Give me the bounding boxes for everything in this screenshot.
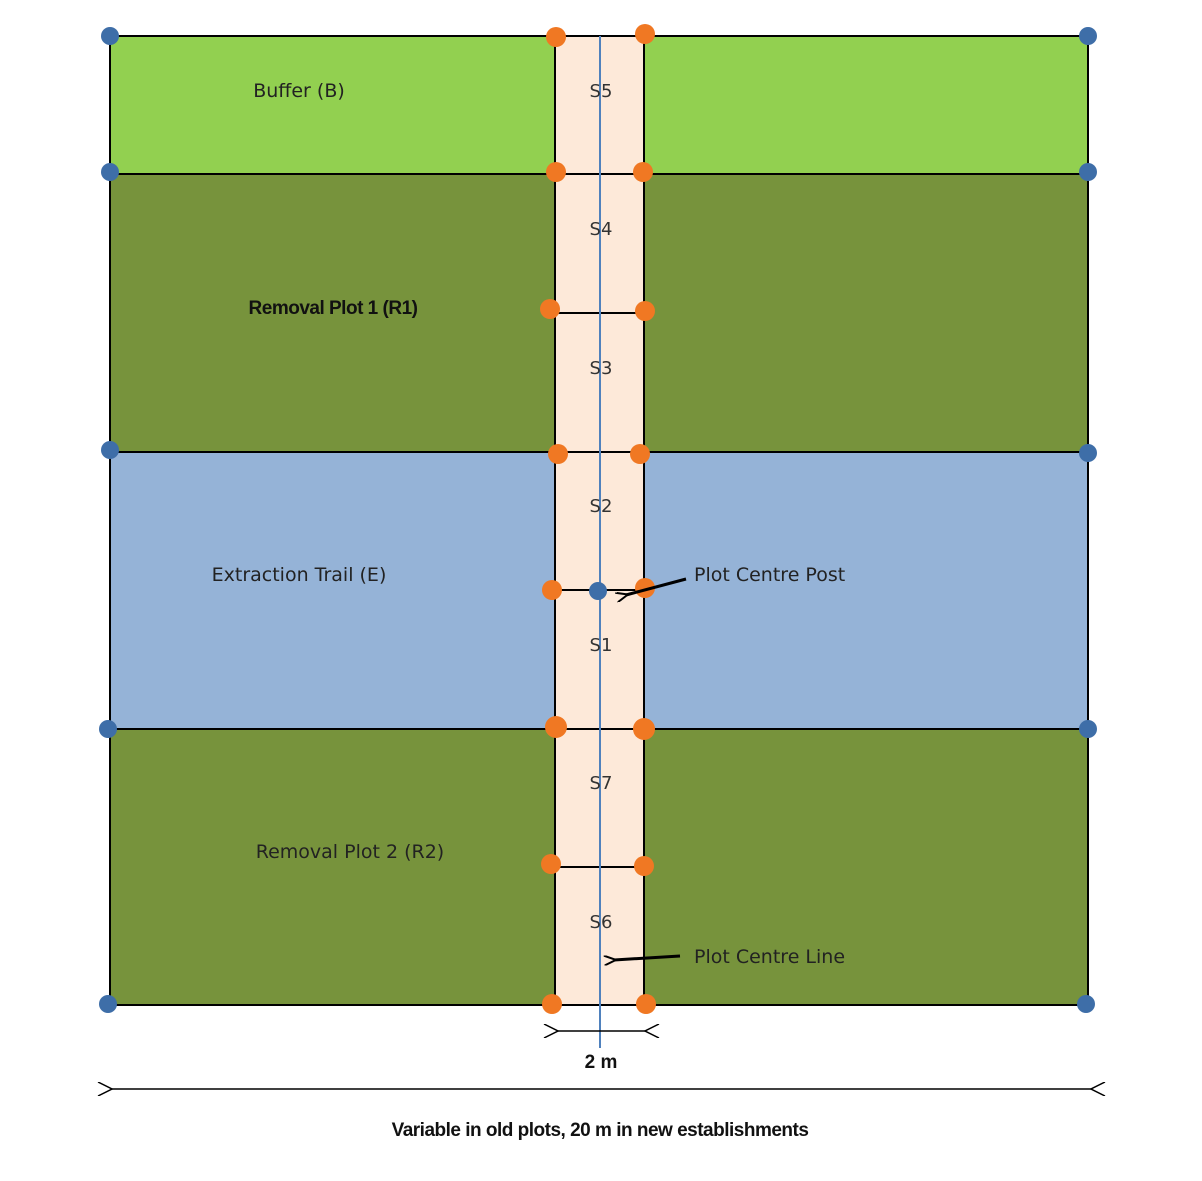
- strip-marker: [633, 162, 653, 182]
- corner-marker: [1079, 163, 1097, 181]
- strip-marker: [545, 716, 567, 738]
- subplot-label-s7: S7: [590, 773, 613, 794]
- corner-marker: [99, 720, 117, 738]
- subplot-label-s1: S1: [590, 635, 613, 656]
- corner-marker: [101, 27, 119, 45]
- corner-marker: [1079, 444, 1097, 462]
- strip-marker: [633, 718, 655, 740]
- corner-marker: [1077, 995, 1095, 1013]
- corner-marker: [101, 163, 119, 181]
- strip-marker: [635, 578, 655, 598]
- strip-marker: [546, 27, 566, 47]
- corner-marker: [101, 441, 119, 459]
- zone-label-extraction-trail: Extraction Trail (E): [212, 564, 387, 586]
- subplot-label-s6: S6: [590, 912, 613, 933]
- annotation-plot-centre-post: Plot Centre Post: [694, 564, 845, 586]
- corner-markers: [99, 27, 1097, 1013]
- strip-width-label: 2 m: [585, 1052, 618, 1073]
- zone-label-buffer: Buffer (B): [253, 80, 345, 102]
- subplot-label-s2: S2: [590, 496, 613, 517]
- corner-marker: [1079, 27, 1097, 45]
- strip-marker: [546, 162, 566, 182]
- plot-centre-post-marker: [589, 582, 607, 600]
- subplot-label-s4: S4: [590, 219, 613, 240]
- strip-markers: [540, 24, 656, 1014]
- corner-marker: [99, 995, 117, 1013]
- strip-marker: [542, 994, 562, 1014]
- strip-marker: [635, 301, 655, 321]
- total-width-label: Variable in old plots, 20 m in new estab…: [392, 1120, 809, 1141]
- centre-post-arrow: [626, 577, 687, 595]
- subplot-label-s3: S3: [590, 358, 613, 379]
- centre-line-arrow: [614, 954, 681, 960]
- strip-marker: [541, 854, 561, 874]
- strip-marker: [636, 994, 656, 1014]
- strip-marker: [548, 444, 568, 464]
- strip-marker: [542, 580, 562, 600]
- zone-label-removal-plot-2: Removal Plot 2 (R2): [256, 841, 444, 863]
- strip-marker: [634, 856, 654, 876]
- zone-label-removal-plot-1: Removal Plot 1 (R1): [249, 298, 418, 319]
- corner-marker: [1079, 720, 1097, 738]
- annotation-plot-centre-line: Plot Centre Line: [694, 946, 845, 968]
- subplot-label-s5: S5: [590, 81, 613, 102]
- strip-marker: [635, 24, 655, 44]
- strip-marker: [630, 444, 650, 464]
- strip-marker: [540, 299, 560, 319]
